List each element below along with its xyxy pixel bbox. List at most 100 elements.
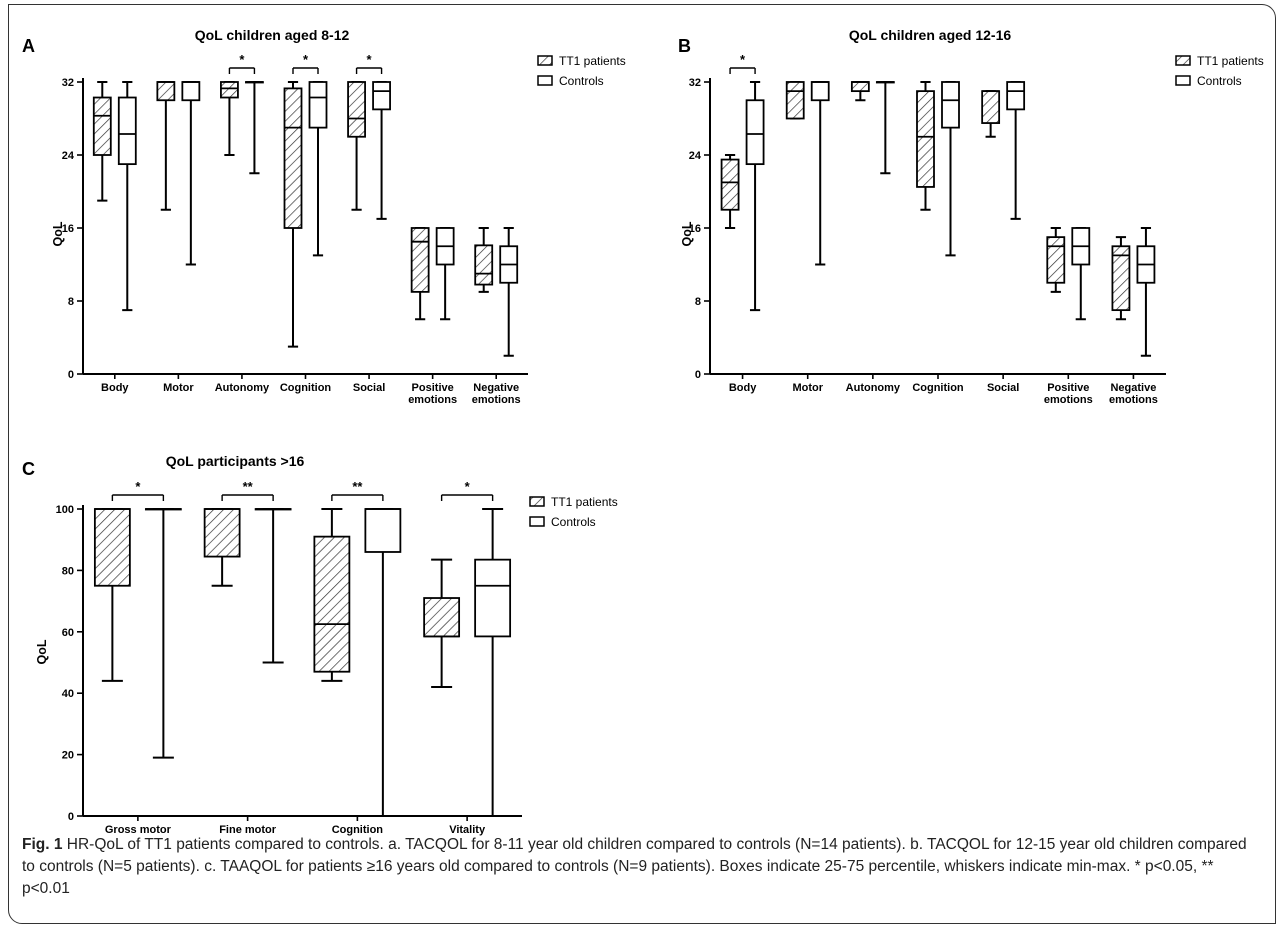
box-iqr xyxy=(117,96,137,166)
significance-bracket: ** xyxy=(331,479,384,501)
panel-c-plot: 0 20 40 60 80 100 Gross motor Fine motor Cogniti… xyxy=(56,479,522,836)
legend-swatch xyxy=(537,75,553,86)
box-controls xyxy=(254,508,292,664)
significance-label: * xyxy=(135,479,141,494)
box-iqr xyxy=(1046,236,1066,284)
box-iqr xyxy=(941,81,960,129)
x-tick-label: Social xyxy=(987,382,1019,394)
significance-bracket: * xyxy=(292,52,319,74)
box-controls xyxy=(875,81,895,175)
x-tick-label: Autonomy xyxy=(846,382,901,394)
panel-a-letter: A xyxy=(22,36,35,56)
significance-bracket: * xyxy=(228,52,256,74)
box-tt1-patients xyxy=(93,508,131,682)
panel-a-legend: TT1 patients Controls xyxy=(537,54,626,88)
y-tick-label: 8 xyxy=(68,296,74,308)
significance-bracket: * xyxy=(729,52,756,74)
box-iqr xyxy=(410,227,430,293)
box-controls xyxy=(435,227,455,321)
box-iqr xyxy=(372,81,391,111)
box-controls xyxy=(499,227,519,357)
panel-c: C QoL participants >16 QoL 0 20 40 60 80 100 G… xyxy=(22,453,618,836)
panel-c-legend: TT1 patients Controls xyxy=(529,495,618,529)
box-iqr xyxy=(308,81,328,129)
box-controls xyxy=(745,81,765,312)
box-iqr xyxy=(156,81,176,102)
y-tick-label: 0 xyxy=(68,369,74,381)
box-controls xyxy=(308,81,328,257)
box-iqr xyxy=(810,81,830,102)
x-tick-label: Positive xyxy=(1047,382,1089,394)
legend-label: TT1 patients xyxy=(559,54,626,68)
box-tt1-patients xyxy=(720,154,740,229)
box-iqr xyxy=(181,81,201,102)
box-iqr xyxy=(93,508,131,587)
x-tick-label: Cognition xyxy=(280,382,332,394)
caption-text: HR-QoL of TT1 patients compared to contr… xyxy=(22,836,1247,897)
box-tt1-patients xyxy=(283,81,303,348)
legend-swatch xyxy=(1175,75,1191,86)
y-tick-label: 8 xyxy=(695,296,701,308)
figure-caption: Fig. 1 HR-QoL of TT1 patients compared t… xyxy=(22,834,1262,900)
panel-b-ylabel: QoL xyxy=(680,221,694,246)
legend-swatch xyxy=(537,55,553,66)
box-iqr xyxy=(364,508,402,553)
panel-a-ylabel: QoL xyxy=(51,221,65,246)
x-tick-label: emotions xyxy=(1044,394,1093,406)
box-tt1-patients xyxy=(916,81,935,211)
x-tick-label: Motor xyxy=(792,382,823,394)
y-tick-label: 60 xyxy=(62,627,74,639)
box-controls xyxy=(245,81,264,175)
box-controls xyxy=(181,81,201,266)
caption-label: Fig. 1 xyxy=(22,836,63,853)
legend-swatch xyxy=(529,496,545,507)
significance-label: ** xyxy=(243,479,254,494)
y-tick-label: 24 xyxy=(62,150,75,162)
box-iqr xyxy=(850,81,870,93)
x-tick-label: Gross motor xyxy=(105,824,172,836)
box-iqr xyxy=(1006,81,1026,111)
box-controls xyxy=(117,81,137,312)
x-tick-label: emotions xyxy=(472,394,521,406)
box-iqr xyxy=(474,244,494,286)
panel-a: A QoL children aged 8-12 QoL 0 8 16 24 32 Bod… xyxy=(22,27,626,406)
significance-label: * xyxy=(303,52,309,67)
box-tt1-patients xyxy=(220,81,239,156)
box-controls xyxy=(1071,227,1091,321)
box-controls xyxy=(1136,227,1156,357)
box-tt1-patients xyxy=(785,81,805,120)
box-iqr xyxy=(283,87,303,229)
box-tt1-patients xyxy=(313,508,351,682)
legend-label: Controls xyxy=(1197,74,1242,88)
box-iqr xyxy=(745,99,765,166)
y-tick-label: 0 xyxy=(68,811,74,823)
panel-b-legend: TT1 patients Controls xyxy=(1175,54,1264,88)
y-tick-label: 24 xyxy=(689,150,702,162)
panel-c-letter: C xyxy=(22,459,35,479)
box-tt1-patients xyxy=(156,81,176,211)
panel-c-title: QoL participants >16 xyxy=(166,453,305,469)
box-tt1-patients xyxy=(423,558,461,689)
legend-label: Controls xyxy=(551,515,596,529)
panel-b-plot: 0 8 16 24 32 Body Motor Autonomy Cognition Social… xyxy=(689,52,1166,406)
legend-label: Controls xyxy=(559,74,604,88)
y-tick-label: 16 xyxy=(689,223,701,235)
panel-a-plot: 0 8 16 24 32 Body Motor Autonomy Cognition Social… xyxy=(62,52,528,406)
box-controls xyxy=(372,81,391,220)
panel-c-ylabel: QoL xyxy=(35,639,49,664)
significance-bracket: * xyxy=(355,52,383,74)
significance-bracket: * xyxy=(111,479,165,501)
box-controls xyxy=(144,508,182,759)
box-iqr xyxy=(203,508,241,558)
x-tick-label: emotions xyxy=(408,394,457,406)
box-iqr xyxy=(347,81,366,138)
box-tt1-patients xyxy=(850,81,870,102)
box-tt1-patients xyxy=(410,227,430,321)
x-tick-label: Cognition xyxy=(912,382,964,394)
significance-label: * xyxy=(740,52,746,67)
x-tick-label: Fine motor xyxy=(219,824,277,836)
y-tick-label: 32 xyxy=(62,77,74,89)
x-tick-label: Body xyxy=(101,382,129,394)
box-iqr xyxy=(474,558,512,638)
